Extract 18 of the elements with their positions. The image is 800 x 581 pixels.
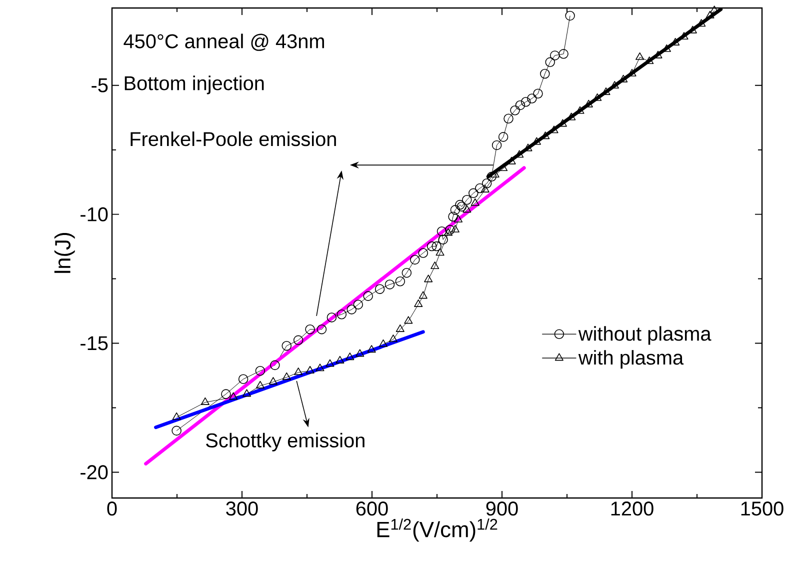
y-tick-label: -10 xyxy=(80,207,108,222)
y-tick-label: -15 xyxy=(80,336,108,350)
legend-label: without plasma xyxy=(578,326,712,345)
x-axis-title: E$^{1/2}$(V/cm)$^{1/2}$ xyxy=(377,518,498,542)
y-axis-title: ln(J) xyxy=(54,233,75,273)
x-tick-label: 900 xyxy=(486,502,518,516)
y-tick-label: -5 xyxy=(92,78,108,92)
x-tick-label: 600 xyxy=(356,502,388,516)
annotation: Bottom injection xyxy=(124,76,264,94)
annotation: Schottky emission xyxy=(206,432,364,452)
x-tick-label: 1500 xyxy=(741,502,784,516)
x-tick-label: 1200 xyxy=(611,502,654,516)
x-tick-label: 300 xyxy=(226,502,258,516)
annotation: Frenkel-Poole emission xyxy=(130,132,336,146)
annotation: 450°C anneal @ 43nm xyxy=(124,34,324,51)
legend-label: with plasma xyxy=(578,350,684,369)
y-tick-label: -20 xyxy=(80,465,108,480)
x-tick-label: 0 xyxy=(107,502,117,516)
